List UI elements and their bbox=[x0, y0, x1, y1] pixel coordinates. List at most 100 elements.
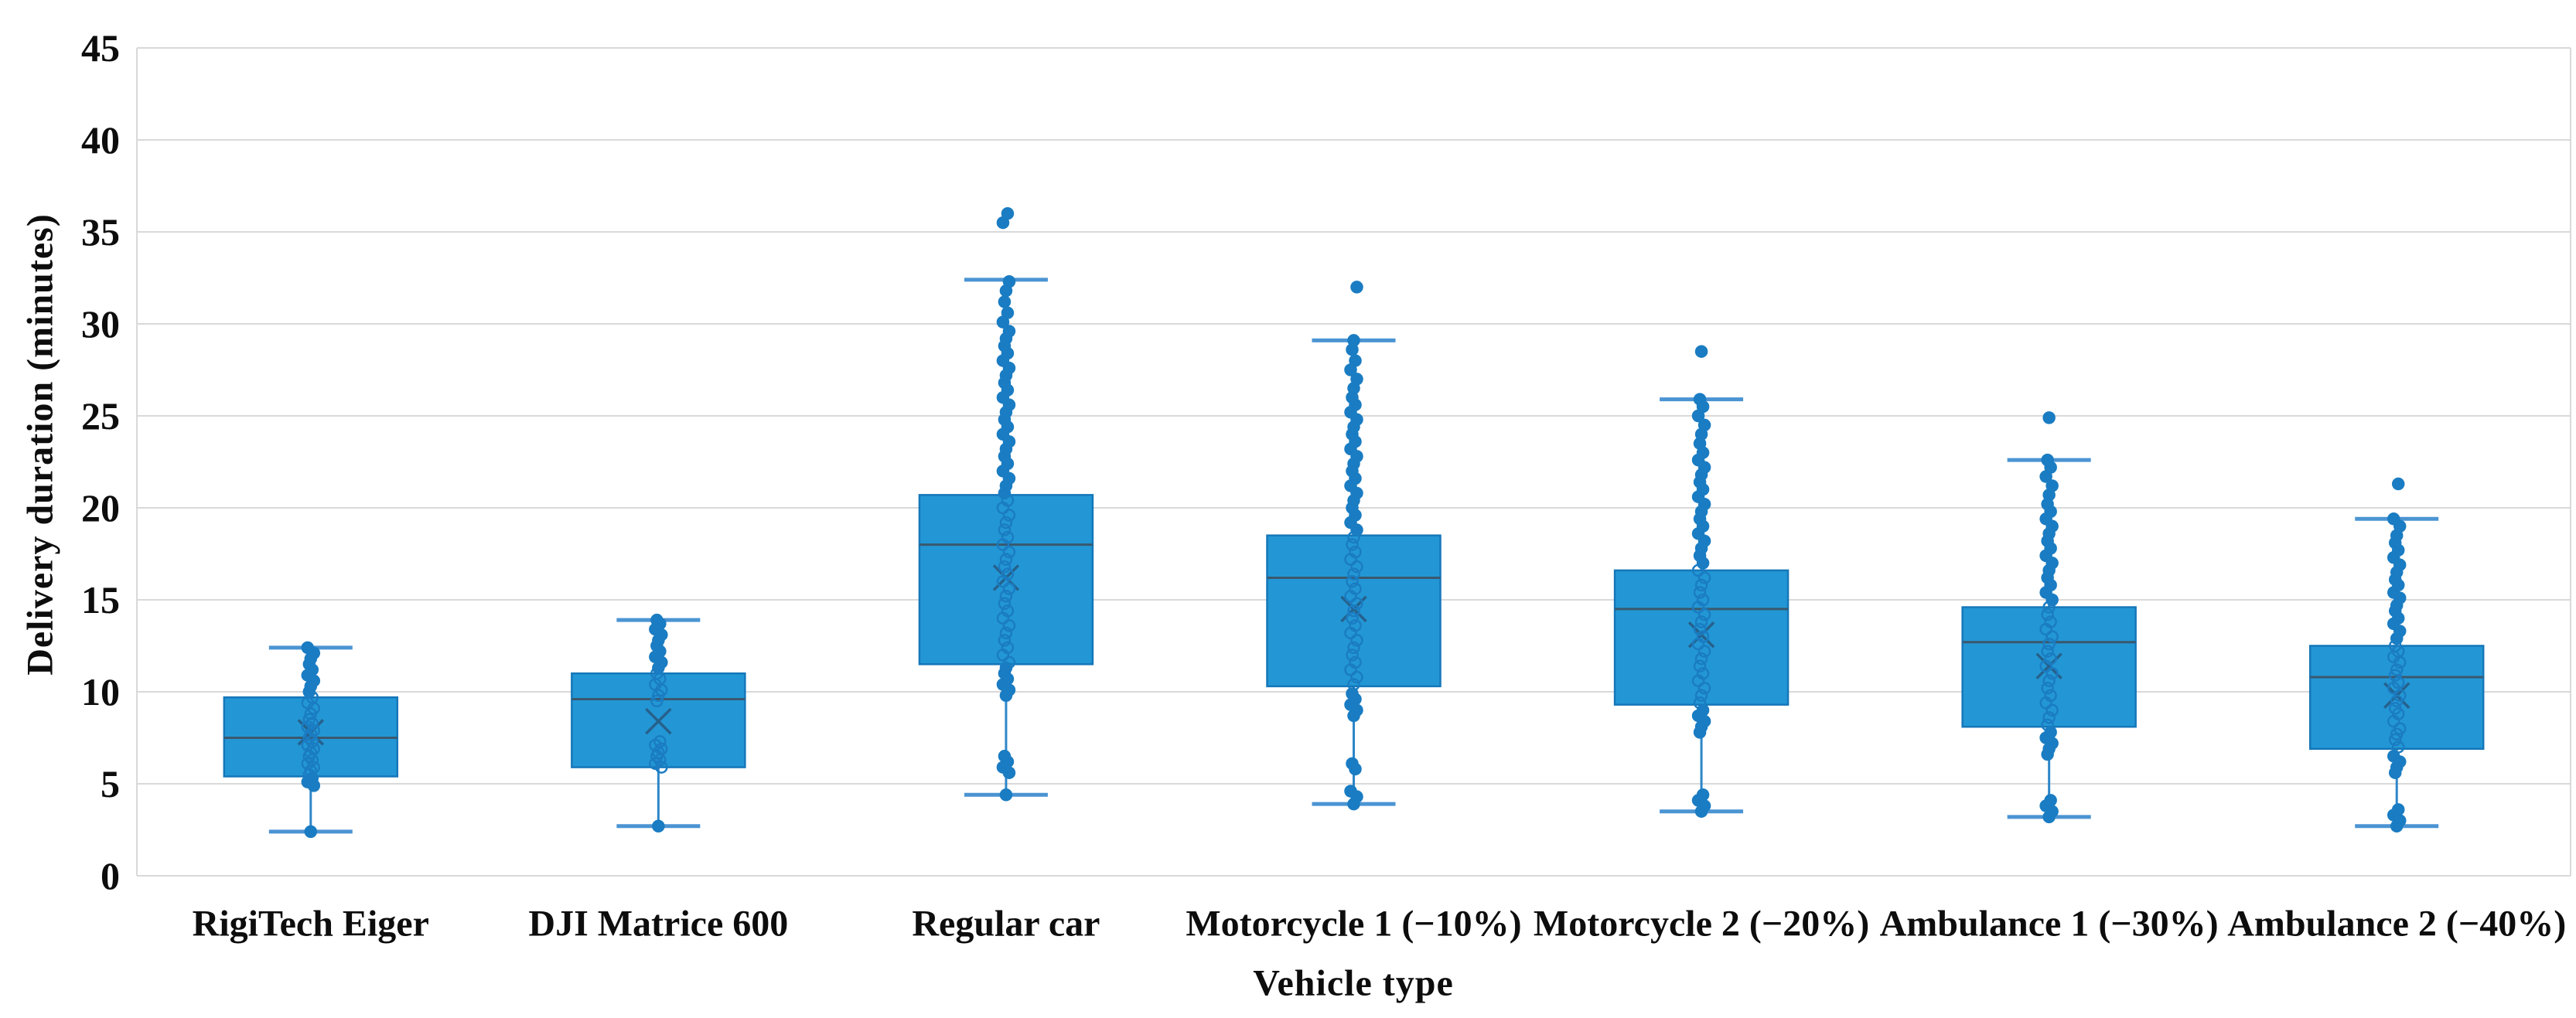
data-point bbox=[2391, 803, 2405, 816]
data-point bbox=[999, 788, 1013, 802]
data-point bbox=[1001, 641, 1015, 655]
data-point bbox=[1694, 345, 1708, 358]
data-point bbox=[1346, 538, 1359, 551]
data-point bbox=[655, 742, 668, 756]
data-point bbox=[1349, 619, 1362, 632]
data-point bbox=[2042, 711, 2056, 724]
data-point bbox=[2388, 669, 2402, 682]
data-point bbox=[1350, 634, 1363, 647]
mean-marker bbox=[2035, 652, 2063, 679]
data-point bbox=[2390, 663, 2404, 676]
data-point bbox=[1344, 785, 1357, 798]
data-point bbox=[2042, 637, 2056, 651]
data-point bbox=[1349, 582, 1362, 595]
data-point bbox=[1347, 567, 1360, 580]
data-point bbox=[998, 750, 1012, 763]
data-point bbox=[653, 735, 667, 748]
data-point bbox=[2045, 666, 2059, 680]
data-point bbox=[2041, 681, 2054, 695]
x-category-label: DJI Matrice 600 bbox=[528, 904, 788, 945]
data-point bbox=[1697, 608, 1711, 621]
y-tick-label: 40 bbox=[81, 118, 120, 162]
data-point bbox=[1697, 681, 1711, 695]
data-point bbox=[1694, 652, 1708, 666]
data-point bbox=[998, 295, 1012, 308]
data-point bbox=[2391, 741, 2405, 754]
data-point bbox=[2388, 733, 2402, 747]
data-point bbox=[2041, 453, 2054, 467]
data-point bbox=[2391, 477, 2405, 491]
x-category-label: Ambulance 2 (−40%) bbox=[2227, 904, 2566, 945]
data-point bbox=[1002, 655, 1016, 669]
mean-marker bbox=[645, 707, 672, 735]
data-point bbox=[2041, 645, 2054, 658]
data-point bbox=[1697, 418, 1711, 432]
data-point bbox=[2044, 689, 2057, 703]
data-point bbox=[1346, 687, 1359, 700]
data-point bbox=[307, 761, 321, 774]
data-point bbox=[999, 516, 1013, 529]
data-point bbox=[1694, 615, 1708, 628]
x-category-label: Motorcycle 1 (−10%) bbox=[1186, 904, 1521, 945]
data-point bbox=[1347, 678, 1360, 691]
x-axis-title: Vehicle type bbox=[1253, 962, 1454, 1004]
data-point bbox=[1346, 757, 1359, 771]
x-category-label: Motorcycle 2 (−20%) bbox=[1534, 904, 1869, 945]
data-point bbox=[1002, 509, 1016, 522]
data-point bbox=[2041, 718, 2054, 732]
data-point bbox=[1350, 560, 1363, 574]
data-point bbox=[1350, 373, 1363, 386]
y-tick-label: 10 bbox=[81, 670, 120, 713]
data-point bbox=[1002, 275, 1016, 288]
data-point bbox=[1350, 670, 1363, 684]
data-point bbox=[1696, 593, 1710, 607]
y-tick-label: 20 bbox=[81, 486, 120, 529]
data-point bbox=[2045, 630, 2059, 643]
data-point bbox=[1349, 545, 1362, 559]
data-point bbox=[1694, 578, 1708, 592]
data-point bbox=[302, 713, 316, 726]
data-point bbox=[2393, 722, 2407, 735]
data-point bbox=[999, 553, 1013, 566]
data-point bbox=[2044, 615, 2057, 628]
data-point bbox=[2045, 479, 2059, 492]
y-axis-title: Delivery duration (minutes) bbox=[19, 213, 61, 676]
data-point bbox=[1002, 619, 1016, 632]
data-point bbox=[307, 742, 321, 756]
data-point bbox=[1696, 630, 1710, 643]
y-tick-label: 0 bbox=[101, 854, 120, 897]
data-point bbox=[1002, 582, 1016, 595]
data-point bbox=[1696, 788, 1710, 802]
data-point bbox=[999, 626, 1013, 640]
data-point bbox=[1346, 611, 1359, 625]
data-point bbox=[2042, 674, 2056, 687]
data-point bbox=[2393, 689, 2407, 703]
data-point bbox=[2044, 794, 2057, 807]
data-point bbox=[1349, 655, 1362, 669]
data-point bbox=[2045, 703, 2059, 717]
data-point bbox=[1002, 545, 1016, 559]
data-point bbox=[1693, 622, 1707, 636]
data-point bbox=[1002, 325, 1016, 338]
data-point bbox=[650, 694, 664, 708]
data-point bbox=[1696, 666, 1710, 680]
data-point bbox=[2387, 512, 2400, 526]
data-point bbox=[998, 597, 1012, 611]
data-point bbox=[1001, 530, 1015, 544]
x-category-label: Ambulance 1 (−30%) bbox=[1880, 904, 2219, 945]
data-point bbox=[998, 523, 1012, 536]
data-point bbox=[1346, 574, 1359, 588]
data-point bbox=[1697, 645, 1711, 658]
y-tick-label: 15 bbox=[81, 578, 120, 621]
x-category-label: RigiTech Eiger bbox=[193, 904, 429, 945]
data-point bbox=[652, 819, 665, 832]
data-point bbox=[2391, 676, 2405, 689]
data-point bbox=[1693, 659, 1707, 672]
x-category-label: Regular car bbox=[912, 904, 1100, 945]
data-point bbox=[650, 613, 664, 627]
data-point bbox=[1350, 597, 1363, 611]
data-point bbox=[1347, 604, 1360, 618]
data-point bbox=[1693, 696, 1707, 710]
data-point bbox=[998, 634, 1012, 647]
